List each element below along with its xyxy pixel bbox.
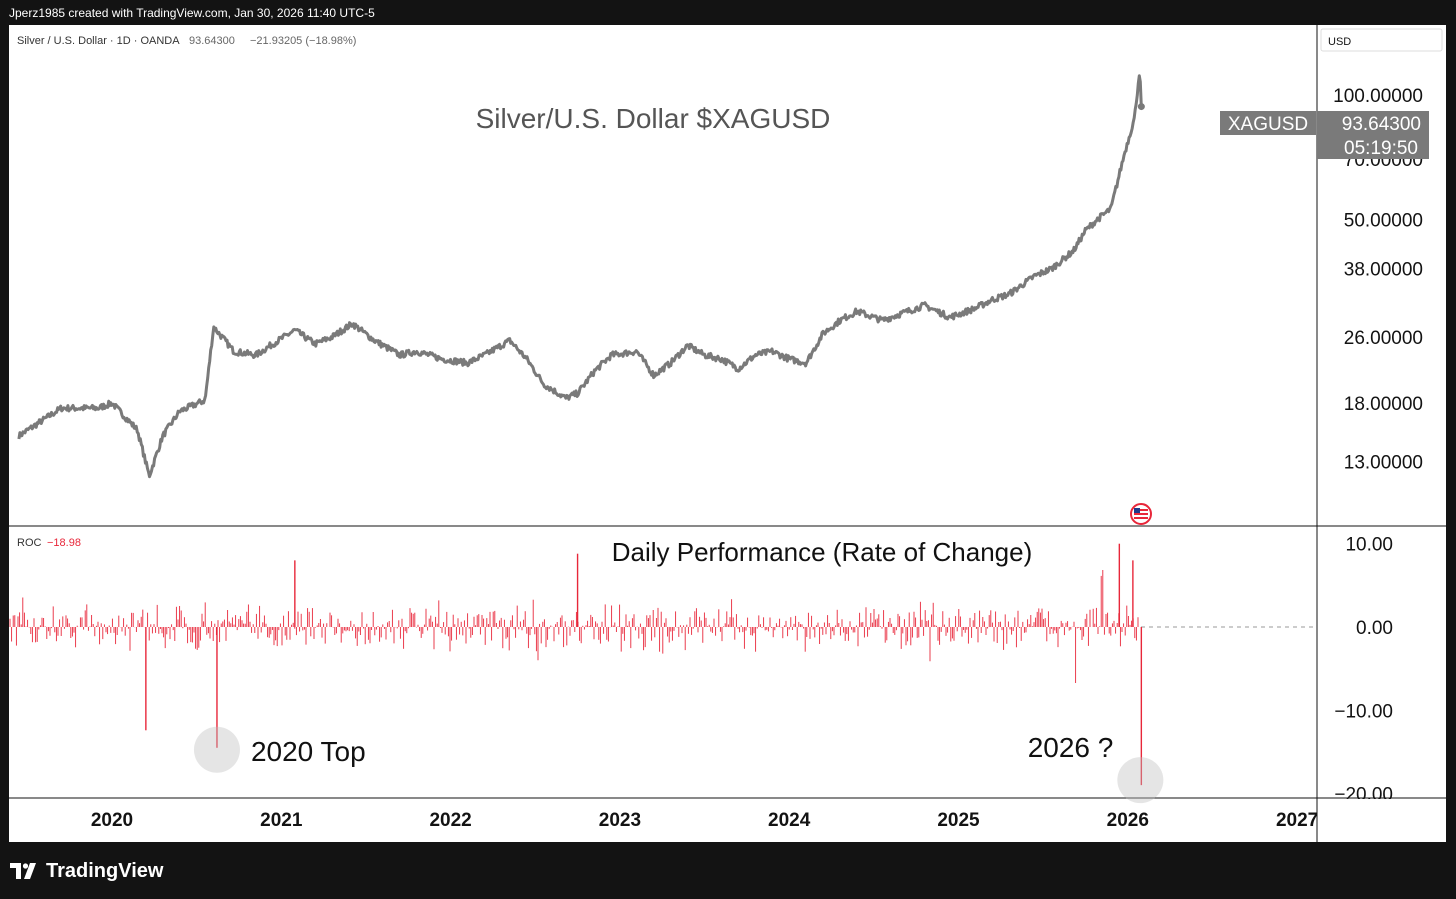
price-axis-tick: 26.00000 [1344,328,1423,349]
tradingview-logo-icon [10,863,36,879]
time-axis-tick: 2026 [1107,810,1149,831]
legend-price: 93.64300 [189,35,235,47]
annotation-label: 2020 Top [251,736,366,767]
price-tag-ticker: XAGUSD [1228,114,1308,135]
roc-axis-tick: 10.00 [1345,535,1393,556]
time-axis-tick: 2021 [260,810,303,831]
currency-box[interactable] [1320,28,1443,52]
time-axis-tick: 2020 [91,810,133,831]
price-axis-tick: 38.00000 [1344,260,1423,281]
tradingview-logo[interactable]: TradingView [10,859,163,883]
legend-change: −21.93205 (−18.98%) [250,35,356,47]
price-tag-bg [1317,111,1429,159]
time-axis-tick: 2024 [768,810,811,831]
annotations: 2020 Top 2026 ? [193,726,1164,804]
roc-axis-tick: −10.00 [1334,701,1393,722]
time-axis-tick: 2023 [599,810,641,831]
price-tag-ticker-bg [1220,111,1316,135]
attribution-text: Jperz1985 created with TradingView.com, … [9,6,375,20]
price-series [17,74,1145,479]
annotation-circle [193,726,240,773]
time-axis-tick: 2022 [429,810,471,831]
chart-title: Silver/U.S. Dollar $XAGUSD [476,103,831,134]
roc-axis-tick: 0.00 [1356,618,1393,639]
time-axis-tick: 2027 [1276,810,1318,831]
price-axis[interactable]: 100.0000070.0000050.0000038.0000026.0000… [1333,86,1423,474]
roc-legend-value: −18.98 [47,537,81,549]
brand-name: TradingView [46,859,164,882]
price-line [17,74,1143,479]
price-tag-countdown: 05:19:50 [1344,138,1418,159]
price-axis-tick: 18.00000 [1344,394,1423,415]
chart-panel: Silver / U.S. Dollar · 1D · OANDA 93.643… [9,25,1446,842]
roc-legend-name[interactable]: ROC [17,537,42,549]
us-flag-icon[interactable] [1130,503,1152,525]
last-price-dot [1137,103,1145,111]
annotation-circle [1117,757,1164,804]
time-axis-tick: 2025 [937,810,980,831]
price-axis-tick: 100.00000 [1333,86,1423,107]
price-tag-value: 93.64300 [1342,114,1421,135]
roc-axis[interactable]: 10.000.00−10.00−20.00 [1141,535,1393,806]
symbol-legend[interactable]: Silver / U.S. Dollar · 1D · OANDA [17,35,180,47]
roc-chart-title: Daily Performance (Rate of Change) [612,537,1033,567]
price-axis-tick: 50.00000 [1344,210,1423,231]
currency-label: USD [1328,36,1351,48]
annotation-label: 2026 ? [1028,732,1114,763]
attribution-bar: Jperz1985 created with TradingView.com, … [0,0,1456,25]
time-axis[interactable]: 2020 2021 2022 2023 2024 2025 2026 2027 [91,799,1446,842]
time-axis-mask [1318,799,1446,842]
roc-bars [9,543,1143,786]
price-axis-tick: 13.00000 [1344,453,1423,474]
chart-svg[interactable]: Silver / U.S. Dollar · 1D · OANDA 93.643… [9,25,1446,842]
footer-bar [0,842,1456,899]
